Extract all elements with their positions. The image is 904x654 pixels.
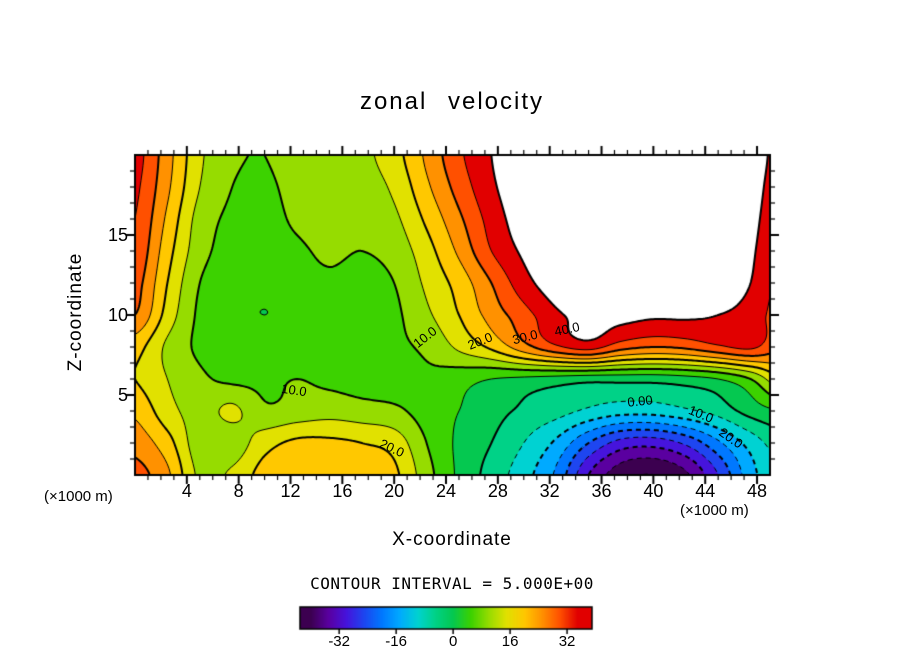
x-tick-label: 32 (539, 481, 560, 501)
x-unit-label-left: (×1000 m) (44, 488, 113, 505)
colorbar-tick-label: -16 (385, 633, 407, 650)
colorbar-tick-label: -32 (328, 633, 350, 650)
x-unit-label-right: (×1000 m) (680, 502, 749, 519)
x-tick-label: 16 (332, 481, 353, 501)
y-tick-label: 15 (107, 225, 128, 245)
x-tick-label: 40 (643, 481, 664, 501)
x-tick-label: 36 (591, 481, 612, 501)
contour-interval-label: CONTOUR INTERVAL = 5.000E+00 (310, 574, 594, 593)
x-tick-label: 48 (747, 481, 768, 501)
colorbar-tick-label: 16 (501, 633, 519, 650)
x-tick-label: 28 (487, 481, 508, 501)
y-tick-label: 5 (117, 385, 128, 405)
x-tick-label: 44 (695, 481, 716, 501)
x-tick-label: 4 (181, 481, 192, 501)
colorbar-tick-label: 0 (448, 633, 458, 650)
chart-title: zonal velocity (359, 88, 545, 115)
y-axis-title: Z-coordinate (65, 252, 86, 372)
x-tick-label: 20 (384, 481, 405, 501)
x-tick-label: 24 (436, 481, 457, 501)
x-tick-label: 8 (233, 481, 244, 501)
colorbar-tick-label: 32 (558, 633, 576, 650)
y-tick-label: 10 (107, 305, 128, 325)
x-tick-label: 12 (280, 481, 301, 501)
x-axis-title: X-coordinate (392, 529, 512, 550)
